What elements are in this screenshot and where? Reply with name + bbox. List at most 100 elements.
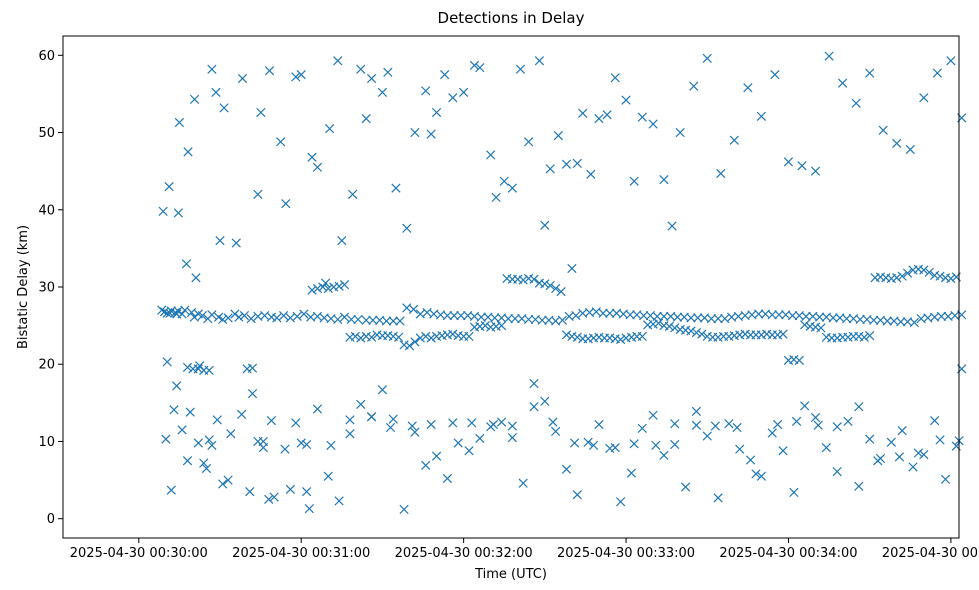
data-point <box>230 309 240 319</box>
data-point <box>395 316 405 326</box>
data-point <box>693 313 703 323</box>
data-point <box>897 426 907 436</box>
data-point <box>940 474 951 484</box>
data-point <box>664 321 674 332</box>
chart-title: Detections in Delay <box>438 9 585 27</box>
data-point <box>837 78 848 88</box>
y-tick-label: 50 <box>38 126 55 141</box>
data-point <box>507 421 517 431</box>
data-point <box>312 404 323 414</box>
data-point <box>854 402 864 412</box>
data-point <box>215 236 225 246</box>
data-point <box>219 103 229 113</box>
y-tick-label: 10 <box>38 435 55 450</box>
data-point <box>905 144 915 155</box>
data-point <box>348 189 358 199</box>
data-point <box>756 111 767 121</box>
data-point <box>767 428 777 438</box>
data-point <box>787 310 798 321</box>
data-point <box>919 93 929 103</box>
data-point <box>312 283 323 294</box>
data-point <box>193 438 203 448</box>
data-point <box>199 458 209 468</box>
data-point <box>234 312 244 322</box>
data-point <box>467 418 477 428</box>
data-point <box>207 310 217 320</box>
data-point <box>510 314 520 324</box>
data-point <box>476 312 486 322</box>
data-point <box>551 283 561 294</box>
data-point <box>610 73 620 83</box>
x-axis-label: Time (UTC) <box>474 567 547 582</box>
data-point <box>751 469 761 479</box>
data-point <box>264 494 274 505</box>
data-point <box>272 313 282 323</box>
data-point <box>789 487 799 498</box>
data-point <box>177 309 187 319</box>
data-point <box>366 412 377 422</box>
data-point <box>345 415 355 425</box>
data-point <box>245 487 255 497</box>
data-point <box>545 164 555 174</box>
data-point <box>851 98 861 108</box>
data-point <box>602 110 612 120</box>
data-point <box>499 176 509 186</box>
data-point <box>448 418 458 428</box>
data-point <box>626 468 637 478</box>
data-point <box>810 412 821 423</box>
data-point <box>333 314 343 325</box>
x-tick-label: 2025-04-30 00:35:00 <box>882 546 979 561</box>
data-point <box>339 280 350 290</box>
data-point <box>713 314 723 324</box>
data-point <box>869 315 879 325</box>
data-point <box>394 332 404 342</box>
data-point <box>161 434 171 444</box>
data-point <box>312 162 323 172</box>
data-point <box>902 268 913 278</box>
data-point <box>686 313 696 323</box>
data-point <box>561 464 572 474</box>
data-point <box>448 93 458 103</box>
data-point <box>491 192 501 203</box>
data-point <box>333 56 343 66</box>
data-point <box>223 313 233 323</box>
data-point <box>571 310 581 321</box>
data-point <box>586 169 596 179</box>
data-point <box>778 329 788 339</box>
data-point <box>588 440 599 450</box>
data-point <box>407 421 417 431</box>
data-markers <box>157 51 967 515</box>
data-point <box>875 453 886 464</box>
data-point <box>453 438 463 448</box>
data-point <box>353 314 363 325</box>
data-point <box>285 484 296 494</box>
data-point <box>716 168 726 179</box>
data-point <box>410 127 420 138</box>
data-point <box>158 206 168 216</box>
data-point <box>553 131 563 141</box>
data-point <box>924 267 934 277</box>
data-point <box>207 64 217 74</box>
data-point <box>276 137 286 147</box>
data-point <box>356 399 366 410</box>
data-point <box>291 418 301 428</box>
data-point <box>162 357 172 367</box>
x-tick-label: 2025-04-30 00:33:00 <box>557 546 695 561</box>
data-point <box>323 283 333 294</box>
data-point <box>616 334 626 345</box>
y-tick-label: 20 <box>38 358 55 373</box>
data-point <box>754 309 764 319</box>
data-point <box>653 318 664 328</box>
data-point <box>246 314 256 324</box>
data-point <box>318 282 328 292</box>
data-point <box>567 263 577 274</box>
data-point <box>302 439 312 450</box>
data-point <box>621 95 631 105</box>
x-tick-label: 2025-04-30 00:31:00 <box>232 546 370 561</box>
data-point <box>828 313 838 323</box>
data-point <box>456 310 466 321</box>
data-point <box>174 117 185 128</box>
data-point <box>529 378 539 389</box>
data-point <box>670 419 680 429</box>
data-point <box>431 451 442 461</box>
